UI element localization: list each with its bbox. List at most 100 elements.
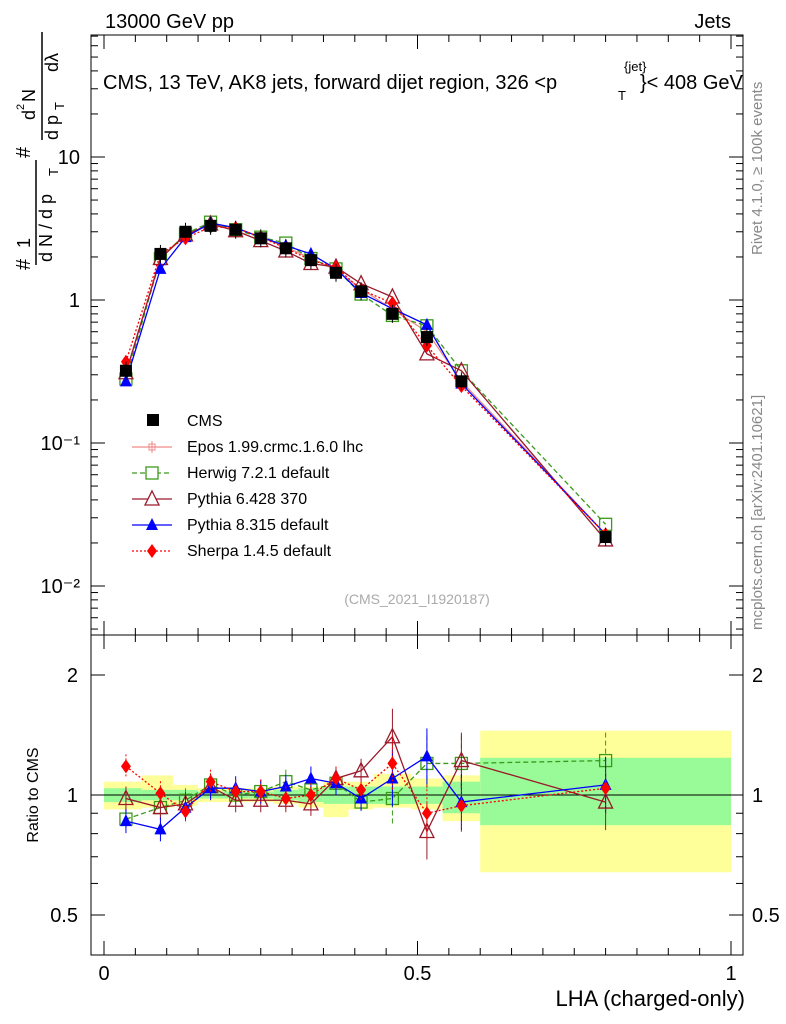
ratio-point-py8 <box>304 771 317 784</box>
main-line-sherpa <box>125 226 607 535</box>
cms-point <box>329 266 342 279</box>
main-point-py6 <box>418 344 435 361</box>
ratio-point-py6 <box>384 727 401 744</box>
cms-point <box>599 531 612 544</box>
watermark: (CMS_2021_I1920187) <box>344 591 490 607</box>
ratio-point-py8 <box>420 749 433 762</box>
ytick-label-ratio-right: 1 <box>752 785 763 807</box>
side-label-mcplots: mcplots.cern.ch [arXiv:2401.10621] <box>749 395 766 630</box>
cms-point <box>254 232 267 245</box>
ratio-point-sherpa <box>120 759 131 774</box>
legend-marker-herwig <box>145 466 159 480</box>
ratio-line-herwig <box>125 759 606 820</box>
ratio-ylabel: Ratio to CMS <box>25 747 42 842</box>
ytick-label-main: 10⁻² <box>41 576 81 598</box>
cms-point <box>154 247 167 260</box>
ratio-point-sherpa <box>280 791 291 806</box>
ratio-point-sherpa <box>305 788 316 802</box>
ratio-point-sherpa <box>155 786 166 801</box>
main-point-py8 <box>154 261 167 274</box>
legend-marker-py6 <box>143 489 161 506</box>
ratio-point-sherpa <box>387 756 398 771</box>
svg-text:T: T <box>46 168 61 176</box>
main-series <box>117 214 614 547</box>
ratio-point-sherpa <box>456 798 467 813</box>
ytick-label-main: 10⁻¹ <box>41 433 81 455</box>
ratio-point-py8 <box>355 791 368 804</box>
ratio-point-py8 <box>119 814 132 827</box>
xtick-label: 0.5 <box>404 963 432 985</box>
main-line-py8 <box>125 222 607 535</box>
svg-text:#: # <box>13 258 35 270</box>
ratio-point-py8 <box>154 822 167 835</box>
title-sub: T <box>618 88 626 103</box>
ytick-label-ratio: 0.5 <box>50 905 78 927</box>
xlabel: LHA (charged-only) <box>555 986 745 1011</box>
ratio-point-py6 <box>252 790 269 807</box>
ratio-point-sherpa <box>230 784 241 799</box>
ratio-point-py6 <box>152 798 169 815</box>
cms-point <box>279 242 292 255</box>
svg-text:dλ: dλ <box>42 53 62 72</box>
svg-text:1: 1 <box>14 238 34 248</box>
ytick-label-ratio-right: 0.5 <box>752 905 780 927</box>
xtick-label: 1 <box>725 963 736 985</box>
main-point-py8 <box>119 374 132 387</box>
legend-marker-py8 <box>146 518 158 530</box>
cms-point <box>386 307 399 320</box>
cms-point <box>355 285 368 298</box>
svg-text:d N / d p: d N / d p <box>36 194 56 262</box>
ratio-point-py6 <box>227 790 244 807</box>
legend-label-herwig: Herwig 7.2.1 default <box>187 465 330 482</box>
svg-text:T: T <box>52 102 67 110</box>
legend-marker-epos <box>146 441 158 453</box>
side-label-rivet: Rivet 4.1.0, ≥ 100k events <box>749 82 766 255</box>
main-point-py8 <box>420 317 433 330</box>
ratio-point-py6 <box>302 794 319 811</box>
cms-point <box>455 375 468 388</box>
title-main: CMS, 13 TeV, AK8 jets, forward dijet reg… <box>103 72 557 94</box>
legend: CMS Epos 1.99.crmc.1.6.0 lhc Herwig 7.2.… <box>132 413 363 560</box>
ratio-point-py8 <box>386 771 399 784</box>
ratio-point-py8 <box>279 779 292 792</box>
header-left: 13000 GeV pp <box>105 11 234 33</box>
ratio-point-py6 <box>453 751 470 768</box>
axes: 10⁻² 10⁻¹ 1 10 0 0.5 1 0.5 0.5 1 1 2 2 <box>41 35 780 985</box>
ratio-point-py6 <box>117 789 134 806</box>
svg-text:d: d <box>19 110 39 120</box>
main-line-epos <box>125 224 607 535</box>
legend-marker-cms <box>147 414 159 426</box>
ratio-point-sherpa <box>205 774 216 789</box>
ytick-label-ratio: 2 <box>67 665 78 687</box>
ytick-label-main: 1 <box>69 290 80 312</box>
ratio-line-py6 <box>125 735 606 834</box>
cms-point <box>420 331 433 344</box>
title-sup: {jet} <box>624 59 647 74</box>
cms-point <box>179 225 192 238</box>
ratio-point-sherpa <box>356 782 367 797</box>
plot-title: CMS, 13 TeV, AK8 jets, forward dijet reg… <box>103 59 744 103</box>
main-point-sherpa <box>387 296 398 311</box>
svg-text:#: # <box>13 146 35 158</box>
header-right: Jets <box>694 11 731 33</box>
svg-text:d p: d p <box>42 115 62 140</box>
main-ylabel: # 1 d N / d p T # d 2 N d p T dλ <box>13 32 67 270</box>
ratio-point-sherpa <box>421 806 432 821</box>
svg-text:N: N <box>19 89 39 102</box>
svg-text:2: 2 <box>15 104 27 110</box>
legend-label-cms: CMS <box>187 413 223 430</box>
ratio-point-py6 <box>353 761 370 778</box>
ratio-line-sherpa <box>125 762 606 814</box>
ytick-label-main: 10 <box>58 147 80 169</box>
ratio-point-sherpa <box>255 784 266 799</box>
xtick-label: 0 <box>98 963 109 985</box>
legend-label-py8: Pythia 8.315 default <box>187 517 329 534</box>
ratio-line-py8 <box>125 755 606 831</box>
legend-label-py6: Pythia 6.428 370 <box>187 491 307 508</box>
legend-marker-sherpa <box>147 544 157 558</box>
ratio-point-sherpa <box>600 781 611 796</box>
cms-point <box>304 254 317 267</box>
cms-point <box>204 219 217 232</box>
cms-point <box>119 364 132 377</box>
